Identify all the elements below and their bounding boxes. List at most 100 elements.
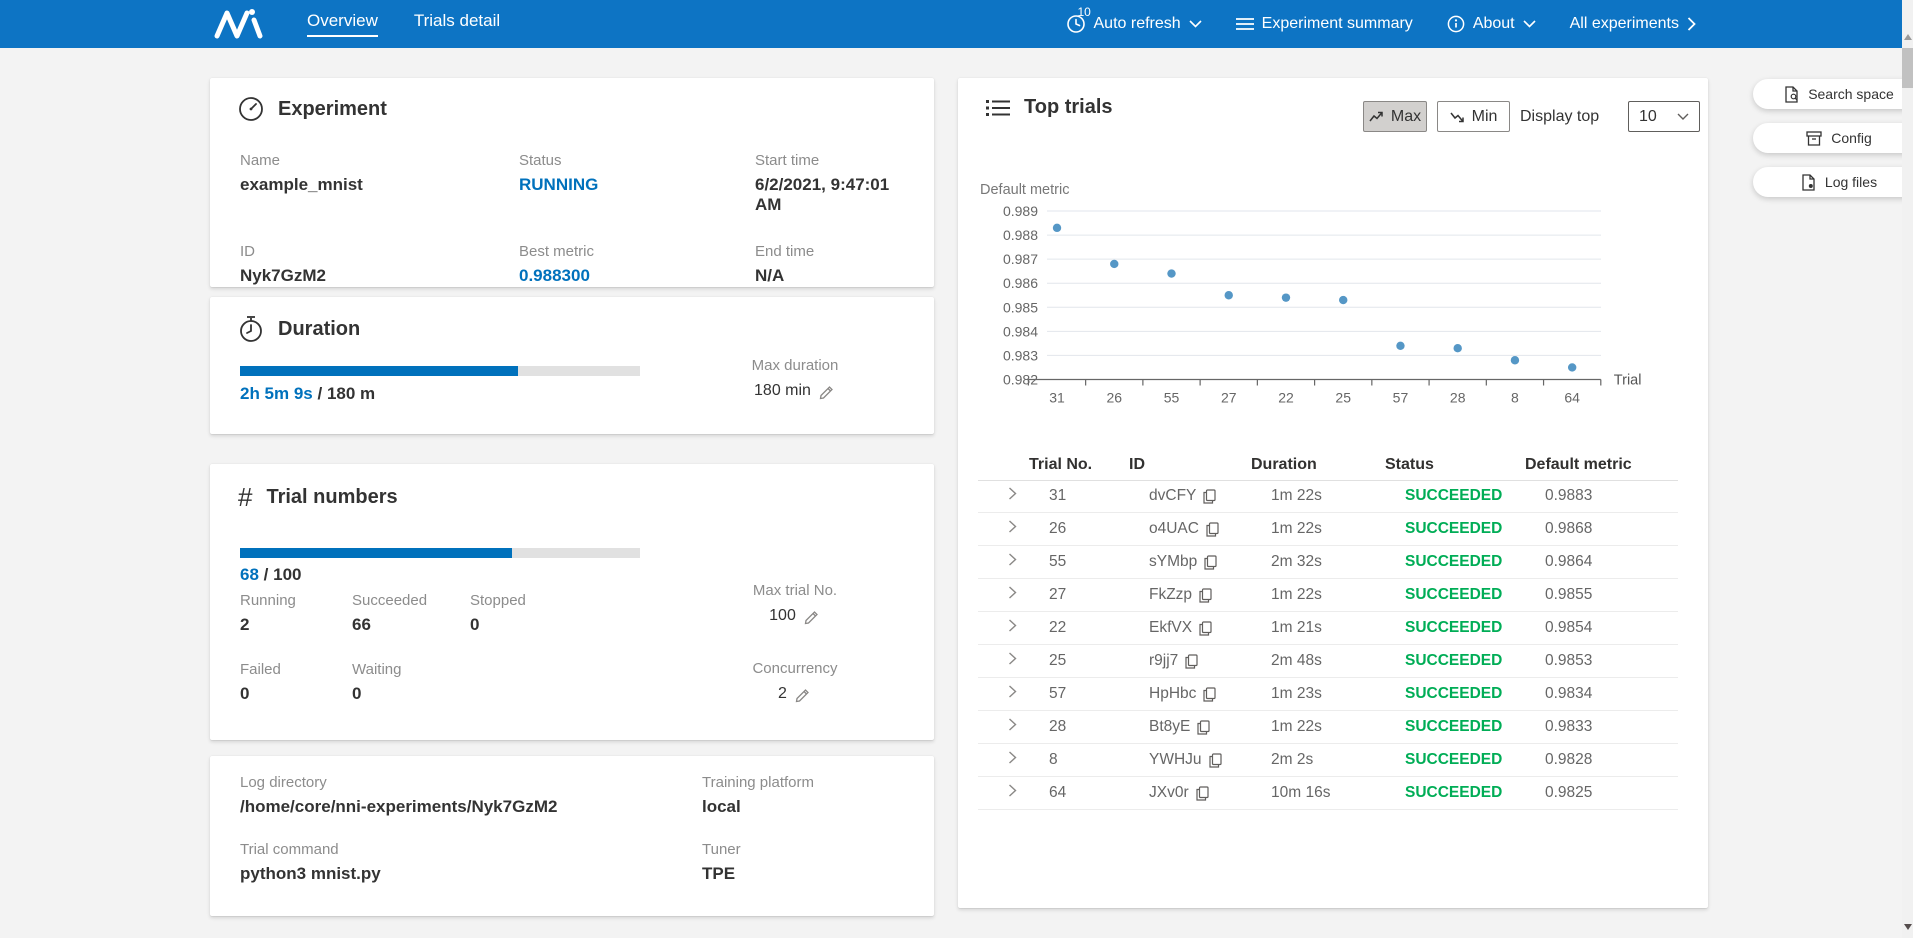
expand-row-icon[interactable]	[1008, 751, 1017, 764]
gauge-icon	[238, 96, 264, 122]
status-cell: SUCCEEDED	[1405, 520, 1502, 538]
trial-id-cell: EkfVX	[1149, 619, 1212, 637]
copy-icon[interactable]	[1197, 720, 1210, 735]
nav-overview[interactable]: Overview	[307, 11, 378, 37]
edit-icon[interactable]	[819, 383, 836, 400]
all-experiments-link[interactable]: All experiments	[1570, 15, 1696, 33]
table-row: 64JXv0r 10m 16sSUCCEEDED0.9825	[978, 777, 1678, 810]
about-menu[interactable]: About	[1447, 15, 1536, 33]
expand-row-icon[interactable]	[1008, 685, 1017, 698]
table-row: 55sYMbp 2m 32sSUCCEEDED0.9864	[978, 546, 1678, 579]
svg-text:25: 25	[1335, 390, 1351, 406]
copy-icon[interactable]	[1199, 588, 1212, 603]
expand-row-icon[interactable]	[1008, 784, 1017, 797]
copy-icon[interactable]	[1203, 489, 1216, 504]
svg-text:64: 64	[1564, 390, 1580, 406]
svg-text:0.988: 0.988	[1003, 227, 1038, 243]
copy-icon[interactable]	[1199, 621, 1212, 636]
expand-row-icon[interactable]	[1008, 619, 1017, 632]
expand-row-icon[interactable]	[1008, 718, 1017, 731]
experiment-panel: Experiment Name example_mnist Status RUN…	[210, 78, 934, 287]
svg-text:28: 28	[1450, 390, 1466, 406]
display-top-select[interactable]: 10	[1628, 101, 1700, 132]
duration-cell: 1m 21s	[1271, 619, 1322, 637]
search-space-button[interactable]: Search space	[1753, 79, 1913, 109]
nav-trials-detail[interactable]: Trials detail	[414, 11, 500, 37]
copy-icon[interactable]	[1203, 687, 1216, 702]
trial-no-cell: 57	[1049, 685, 1066, 703]
svg-text:8: 8	[1511, 390, 1519, 406]
max-duration-value: 180 min	[754, 382, 811, 400]
auto-refresh-control[interactable]: 10 Auto refresh	[1066, 14, 1202, 34]
config-button[interactable]: Config	[1753, 123, 1913, 153]
copy-icon[interactable]	[1209, 753, 1222, 768]
expand-row-icon[interactable]	[1008, 520, 1017, 533]
scrollbar-thumb[interactable]	[1902, 48, 1913, 88]
svg-text:0.989: 0.989	[1003, 203, 1038, 219]
metric-cell: 0.9825	[1545, 784, 1592, 802]
svg-text:0.983: 0.983	[1003, 347, 1038, 363]
experiment-title: Experiment	[278, 98, 387, 121]
svg-text:22: 22	[1278, 390, 1294, 406]
status-value: RUNNING	[519, 175, 755, 195]
log-files-button[interactable]: Log files	[1753, 167, 1913, 197]
metric-cell: 0.9868	[1545, 520, 1592, 538]
max-trial-value: 100	[769, 607, 796, 625]
expand-row-icon[interactable]	[1008, 652, 1017, 665]
about-label: About	[1473, 15, 1515, 33]
scrollbar[interactable]	[1902, 0, 1913, 938]
trial-id-cell: Bt8yE	[1149, 718, 1210, 736]
svg-text:0.986: 0.986	[1003, 275, 1038, 291]
display-top-label: Display top	[1520, 108, 1599, 126]
stat-succeeded: Succeeded 66	[352, 592, 470, 635]
trials-progress-text: 68 / 100	[240, 565, 302, 585]
metric-cell: 0.9855	[1545, 586, 1592, 604]
trending-up-icon	[1369, 111, 1383, 123]
scrollbar-up-arrow[interactable]	[1904, 34, 1912, 40]
chevron-down-icon	[1523, 20, 1536, 28]
max-toggle-button[interactable]: Max	[1363, 101, 1427, 132]
edit-icon[interactable]	[804, 608, 821, 625]
chevron-down-icon	[1677, 113, 1689, 121]
info-icon	[1447, 15, 1465, 33]
copy-icon[interactable]	[1185, 654, 1198, 669]
chevron-down-icon	[1189, 20, 1202, 28]
trial-id-cell: YWHJu	[1149, 751, 1222, 769]
main-nav: Overview Trials detail	[307, 11, 500, 37]
metric-cell: 0.9834	[1545, 685, 1592, 703]
metric-cell: 0.9883	[1545, 487, 1592, 505]
expand-row-icon[interactable]	[1008, 487, 1017, 500]
field-trial-command: Trial command python3 mnist.py	[240, 841, 702, 884]
duration-cell: 2m 32s	[1271, 553, 1322, 571]
copy-icon[interactable]	[1204, 555, 1217, 570]
expand-row-icon[interactable]	[1008, 553, 1017, 566]
scrollbar-down-arrow[interactable]	[1904, 924, 1912, 930]
table-row: 25r9jj7 2m 48sSUCCEEDED0.9853	[978, 645, 1678, 678]
expand-row-icon[interactable]	[1008, 586, 1017, 599]
trial-numbers-title: Trial numbers	[266, 486, 397, 509]
field-status: Status RUNNING	[519, 152, 755, 215]
trial-no-cell: 22	[1049, 619, 1066, 637]
trial-id-cell: JXv0r	[1149, 784, 1209, 802]
trial-id-cell: o4UAC	[1149, 520, 1219, 538]
top-trials-title: Top trials	[1024, 96, 1113, 119]
field-log-directory: Log directory /home/core/nni-experiments…	[240, 774, 702, 817]
svg-text:0.985: 0.985	[1003, 299, 1038, 315]
stopwatch-icon	[238, 315, 264, 343]
stat-waiting: Waiting 0	[352, 661, 470, 704]
svg-text:26: 26	[1106, 390, 1122, 406]
default-metric-scatter-chart[interactable]: Default metric0.9820.9830.9840.9850.9860…	[958, 158, 1708, 420]
status-cell: SUCCEEDED	[1405, 784, 1502, 802]
status-cell: SUCCEEDED	[1405, 751, 1502, 769]
copy-icon[interactable]	[1196, 786, 1209, 801]
stat-stopped: Stopped 0	[470, 592, 630, 635]
edit-icon[interactable]	[795, 686, 812, 703]
duration-title: Duration	[278, 318, 360, 341]
status-cell: SUCCEEDED	[1405, 718, 1502, 736]
trial-no-cell: 28	[1049, 718, 1066, 736]
field-tuner: Tuner TPE	[702, 841, 914, 884]
experiment-summary-button[interactable]: Experiment summary	[1236, 15, 1413, 33]
svg-text:Trial: Trial	[1614, 373, 1642, 389]
min-toggle-button[interactable]: Min	[1437, 101, 1510, 132]
copy-icon[interactable]	[1206, 522, 1219, 537]
